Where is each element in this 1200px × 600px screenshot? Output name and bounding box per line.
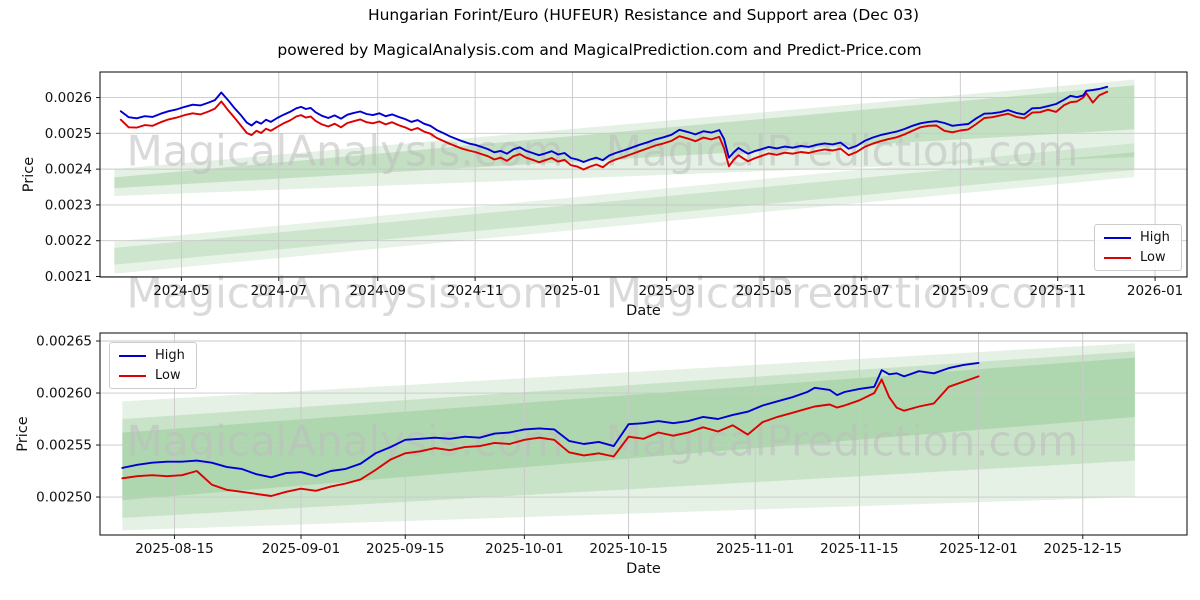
x-tick-label: 2024-05 xyxy=(153,283,209,299)
x-tick-label: 2025-11 xyxy=(1030,283,1086,299)
x-tick-label: 2024-11 xyxy=(447,283,503,299)
x-tick-label: 2025-11-01 xyxy=(716,541,794,557)
y-tick-label: 0.0023 xyxy=(45,197,92,213)
x-tick-label: 2025-03 xyxy=(638,283,694,299)
y-tick-label: 0.0025 xyxy=(45,126,92,142)
high-line-swatch xyxy=(1104,236,1131,239)
legend-item-high: High xyxy=(119,348,185,363)
y-tick-label: 0.00265 xyxy=(36,334,92,350)
watermark-text: MagicalAnalysis.com xyxy=(127,417,564,466)
x-tick-label: 2025-12-15 xyxy=(1044,541,1122,557)
x-axis-label: Date xyxy=(626,303,661,319)
legend-item-low: Low xyxy=(119,368,185,383)
y-tick-label: 0.00250 xyxy=(36,490,92,506)
watermark-text: MagicalPrediction.com xyxy=(606,417,1079,466)
x-tick-label: 2025-07 xyxy=(833,283,889,299)
y-tick-label: 0.0024 xyxy=(45,162,92,178)
x-axis-label: Date xyxy=(626,561,661,577)
legend-detail: High Low xyxy=(109,342,197,389)
x-tick-label: 2025-09 xyxy=(932,283,988,299)
legend-item-high: High xyxy=(1104,230,1170,245)
page-title: Hungarian Forint/Euro (HUFEUR) Resistanc… xyxy=(367,6,920,24)
low-series-line xyxy=(121,375,980,497)
legend-label-high: High xyxy=(1140,230,1170,245)
plot-border xyxy=(99,332,1188,536)
x-tick-label: 2025-10-15 xyxy=(589,541,667,557)
x-tick-label: 2025-09-15 xyxy=(366,541,444,557)
legend-label-low: Low xyxy=(155,368,181,383)
chart-subtitle: powered by MagicalAnalysis.com and Magic… xyxy=(277,41,922,59)
trend-band xyxy=(114,85,1135,189)
legend-overview: High Low xyxy=(1094,224,1182,271)
y-tick-label: 0.00260 xyxy=(36,386,92,402)
x-tick-label: 2025-05 xyxy=(736,283,792,299)
x-tick-label: 2024-07 xyxy=(251,283,307,299)
low-series-line xyxy=(119,90,1109,171)
high-series-line xyxy=(121,361,980,479)
x-tick-label: 2024-09 xyxy=(350,283,406,299)
y-axis-label: Price xyxy=(15,416,31,451)
y-tick-label: 0.0026 xyxy=(45,90,92,106)
x-tick-label: 2025-11-15 xyxy=(820,541,898,557)
low-line-swatch xyxy=(119,374,146,377)
x-tick-label: 2025-09-01 xyxy=(262,541,340,557)
y-tick-label: 0.0021 xyxy=(45,269,92,285)
high-series-line xyxy=(119,85,1109,163)
high-line-swatch xyxy=(119,354,146,357)
x-tick-label: 2025-12-01 xyxy=(939,541,1017,557)
legend-label-low: Low xyxy=(1140,250,1166,265)
low-line-swatch xyxy=(1104,256,1131,259)
legend-item-low: Low xyxy=(1104,250,1170,265)
y-tick-label: 0.00255 xyxy=(36,438,92,454)
trend-band xyxy=(114,79,1135,196)
trend-band xyxy=(114,152,1135,265)
x-tick-label: 2025-10-01 xyxy=(485,541,563,557)
x-tick-label: 2025-01 xyxy=(544,283,600,299)
x-tick-label: 2025-08-15 xyxy=(135,541,213,557)
y-tick-label: 0.0022 xyxy=(45,233,92,249)
plot-border xyxy=(99,71,1188,278)
y-axis-label: Price xyxy=(21,157,37,192)
x-tick-label: 2026-01 xyxy=(1127,283,1183,299)
legend-label-high: High xyxy=(155,348,185,363)
